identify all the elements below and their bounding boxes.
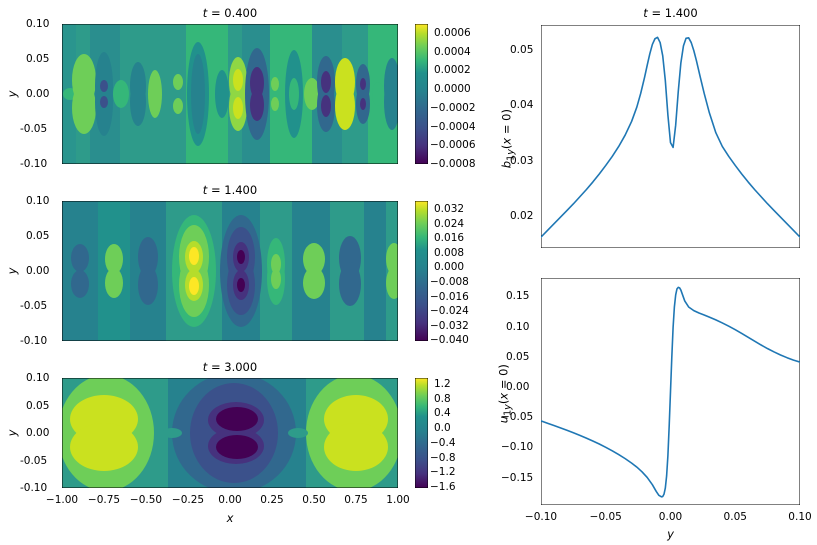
xtick-t3000-4: 0.00 [218,494,242,506]
xtick-u1y-2: 0.00 [658,511,683,523]
ytick-t0400-2: 0.00 [26,88,50,100]
ytick-u1y-6: 0.15 [506,290,530,303]
cbtick-t3000-3: 0.0 [434,422,451,435]
cbtick-t3000-6: −1.2 [430,466,456,479]
colorbar-t1400 [415,201,428,341]
ytick-u1y-5: 0.10 [506,320,530,333]
cbtick-t3000-4: −0.4 [430,436,456,449]
cbtick-t1400-2: 0.016 [434,232,465,245]
ylabel-b1y: b1y(x = 0) [499,109,517,169]
ytick-u1y-2: −0.05 [501,411,534,424]
ytick-u1y-0: −0.15 [501,471,534,484]
ylabel-t0400: y [5,90,19,98]
xtick-t3000-5: 0.25 [260,494,284,506]
xtick-u1y-4: 0.10 [788,511,812,523]
cbtick-t1400-1: 0.024 [434,217,465,230]
panel-title-t0400: t = 0.400 [202,6,258,20]
contour-plot-t1400 [62,201,398,341]
cbtick-t3000-0: 1.2 [434,378,451,390]
cbtick-t3000-5: −0.8 [430,451,456,464]
ytick-t3000-3: 0.05 [26,399,50,412]
cbtick-t3000-7: −1.6 [430,480,456,493]
xtick-u1y-1: −0.05 [589,511,622,523]
ytick-t3000-1: -0.05 [20,454,48,467]
ytick-t1400-1: -0.05 [20,300,48,312]
ytick-t1400-3: 0.05 [26,230,50,242]
cbtick-t1400-8: −0.032 [430,319,469,332]
xtick-t3000-7: 0.75 [344,494,368,506]
panel-title-b1y: t = 1.400 [643,6,698,20]
ytick-t3000-4: 0.10 [26,372,50,384]
cbtick-t1400-9: −0.040 [430,334,469,347]
cbtick-t0400-6: −0.0006 [430,139,476,152]
colorbar-t0400 [415,24,428,164]
xtick-u1y-3: 0.05 [723,511,747,523]
xlabel-u1y: y [667,527,674,541]
xtick-t3000-3: −0.25 [171,494,205,506]
cbtick-t1400-7: −0.024 [430,305,469,318]
xlabel-t3000: x [226,511,234,525]
cbtick-t1400-4: 0.000 [434,261,465,274]
line-plot-u1y [541,278,800,505]
contour-plot-t0400 [62,24,398,164]
cbtick-t1400-6: −0.016 [430,290,469,303]
cbtick-t0400-0: 0.0006 [434,27,471,39]
xtick-t3000-6: 0.50 [302,494,326,506]
cbtick-t0400-4: −0.0002 [430,101,476,114]
cbtick-t0400-7: −0.0008 [430,157,476,170]
xtick-t3000-2: −0.50 [129,494,163,506]
colorbar-t3000 [415,378,428,488]
ytick-b1y-1: 0.03 [510,154,534,167]
xtick-u1y-0: −0.10 [524,511,558,523]
ylabel-t1400: y [5,267,19,275]
cbtick-t0400-1: 0.0004 [434,45,471,58]
cbtick-t1400-5: −0.008 [430,276,469,288]
ytick-u1y-1: −0.10 [501,441,534,454]
cbtick-t3000-2: 0.4 [434,407,451,420]
ytick-b1y-2: 0.04 [510,99,534,112]
cbtick-t3000-1: 0.8 [434,392,451,405]
cbtick-t0400-2: 0.0002 [434,64,471,77]
panel-title-t3000: t = 3.000 [202,360,258,374]
contour-plot-t3000 [62,378,398,488]
ytick-t0400-0: -0.10 [20,158,48,170]
ytick-b1y-0: 0.02 [510,210,534,223]
xtick-t3000-1: −0.75 [87,494,121,506]
cbtick-t1400-0: 0.032 [434,203,465,215]
xtick-t3000-0: −1.00 [45,494,79,506]
ytick-t1400-0: -0.10 [20,335,48,347]
ytick-t1400-2: 0.00 [26,265,50,277]
ytick-u1y-4: 0.05 [506,350,530,363]
ylabel-u1y: u1y(x = 0) [496,364,514,424]
ytick-t3000-0: -0.10 [20,482,48,494]
ytick-u1y-3: 0.00 [506,380,530,393]
ytick-t3000-2: 0.00 [26,427,50,439]
ytick-t0400-1: -0.05 [20,123,48,135]
ytick-b1y-3: 0.05 [510,44,534,56]
ytick-t0400-3: 0.05 [26,53,50,65]
cbtick-t0400-3: 0.0000 [434,83,471,96]
panel-title-t1400: t = 1.400 [202,183,258,197]
line-plot-b1y [541,25,800,248]
ylabel-t3000: y [5,429,19,437]
cbtick-t1400-3: 0.008 [434,246,465,259]
ytick-t0400-4: 0.10 [26,18,50,30]
xtick-t3000-8: 1.00 [386,494,410,506]
ytick-t1400-4: 0.10 [26,195,50,207]
cbtick-t0400-5: −0.0004 [430,120,476,133]
